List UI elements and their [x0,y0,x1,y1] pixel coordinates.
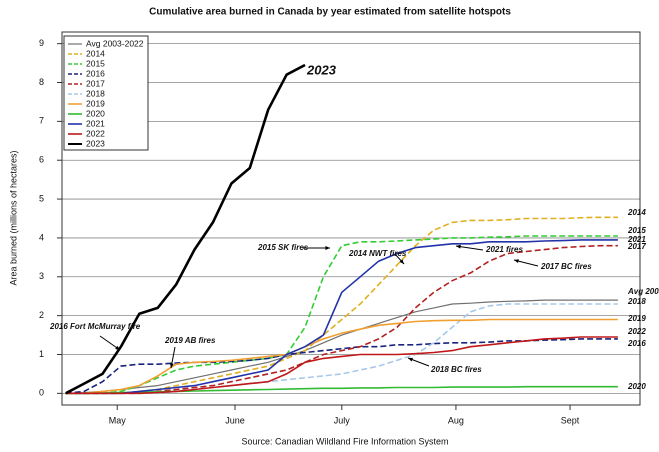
y-tick-label: 1 [39,349,44,359]
y-tick-label: 9 [39,38,44,48]
y-tick-label: 0 [39,388,44,398]
arrow-head [408,357,413,362]
arrow-head [169,363,174,368]
end-label: 2015 [627,226,646,235]
annotation: 2018 BC fires [430,365,482,374]
annotation: 2019 AB fires [164,336,216,345]
legend-label: 2017 [86,78,105,88]
end-label: 2018 [627,297,646,306]
x-tick-label: Aug [448,415,464,425]
annotation: 2016 Fort McMurray fire [49,322,141,331]
end-label: Avg 2003-2022 [627,287,659,296]
series-line [65,63,306,395]
end-label: 2019 [627,314,646,323]
x-tick-label: May [109,415,127,425]
annotation: 2015 SK fires [257,243,309,252]
y-tick-label: 2 [39,310,44,320]
chart-title: Cumulative area burned in Canada by year… [149,7,511,18]
end-label: 2014 [627,208,646,217]
legend-label: 2020 [86,108,105,118]
arrow-head [514,259,519,264]
y-axis-label: Area burned (millions of hectares) [8,150,18,285]
legend-label: 2014 [86,48,105,58]
end-label: 2020 [627,382,646,391]
y-tick-label: 8 [39,77,44,87]
y-tick-label: 5 [39,193,44,203]
legend-box [63,35,149,151]
series-line [65,318,618,395]
end-label: 2017 [627,242,646,251]
series-line [65,299,618,394]
arrow-head [325,246,330,250]
x-tick-label: July [334,415,351,425]
arrow-head [456,244,461,249]
legend-label: 2022 [86,128,105,138]
legend-label: 2023 [86,138,105,148]
legend-label: 2021 [86,118,105,128]
end-label: 2016 [627,339,646,348]
arrow-head [115,345,120,350]
source-note: Source: Canadian Wildland Fire Informati… [241,436,448,446]
legend-label: 2015 [86,58,105,68]
legend-label: Avg 2003-2022 [86,38,144,48]
end-label: 2023 [306,62,337,77]
x-tick-label: Sept [561,415,580,425]
legend-label: 2018 [86,88,105,98]
legend-label: 2016 [86,68,105,78]
legend-label: 2019 [86,98,105,108]
annotation: 2017 BC fires [540,262,592,271]
plot-frame [61,31,641,406]
annotation: 2014 NWT fires [348,249,407,258]
y-tick-label: 7 [39,116,44,126]
x-tick-label: June [225,415,245,425]
arrow-head [399,259,404,264]
annotation: 2021 fires [485,245,523,254]
end-label: 2021 [627,235,646,244]
end-label: 2022 [627,327,646,336]
series-line [65,336,618,395]
series-line [65,239,618,395]
series-line [65,235,618,395]
series-line [65,216,618,395]
y-tick-label: 6 [39,155,44,165]
y-tick-label: 4 [39,232,44,242]
series-line [65,338,618,395]
y-tick-label: 3 [39,271,44,281]
